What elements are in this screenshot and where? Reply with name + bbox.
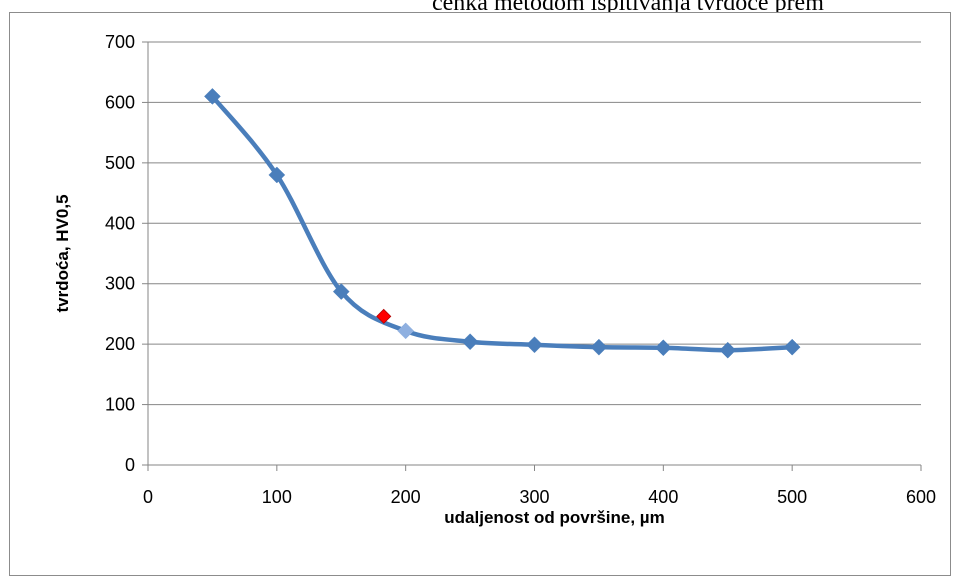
y-tick-label-400: 400 xyxy=(105,213,135,233)
y-tick-label-0: 0 xyxy=(125,455,135,475)
data-point-150 xyxy=(332,283,350,300)
data-point-500 xyxy=(783,338,801,356)
data-point-200 xyxy=(397,322,415,340)
data-point-300 xyxy=(526,336,543,354)
y-tick-label-200: 200 xyxy=(105,334,135,354)
data-point-100 xyxy=(268,166,286,184)
y-tick-label-300: 300 xyxy=(105,274,135,294)
highlight-point-0 xyxy=(376,308,392,324)
y-tick-label-700: 700 xyxy=(105,32,135,52)
data-point-350 xyxy=(590,338,608,356)
y-axis-label: tvrdoća, HV0,5 xyxy=(53,194,72,312)
y-tick-label-100: 100 xyxy=(105,395,135,415)
data-point-450 xyxy=(719,341,737,359)
x-tick-label-200: 200 xyxy=(391,487,421,507)
x-tick-label-0: 0 xyxy=(143,487,153,507)
x-tick-labels: 0 100 200 300 400 500 600 xyxy=(143,487,936,507)
x-tick-label-500: 500 xyxy=(777,487,807,507)
y-tick-labels: 0 100 200 300 400 500 600 700 xyxy=(105,32,135,475)
x-axis-label: udaljenost od površine, µm xyxy=(444,508,664,527)
data-point-50 xyxy=(204,88,221,105)
axes xyxy=(142,41,922,471)
x-tick-label-600: 600 xyxy=(906,487,936,507)
series-group xyxy=(204,88,801,359)
chart-frame xyxy=(9,12,951,576)
grid-lines xyxy=(148,41,921,406)
series-line-0 xyxy=(210,94,795,353)
x-tick-label-400: 400 xyxy=(648,487,678,507)
x-tick-label-100: 100 xyxy=(262,487,292,507)
data-point-400 xyxy=(654,339,672,357)
y-tick-label-500: 500 xyxy=(105,153,135,173)
y-tick-label-600: 600 xyxy=(105,92,135,112)
data-point-250 xyxy=(461,333,479,351)
x-tick-label-300: 300 xyxy=(519,487,549,507)
